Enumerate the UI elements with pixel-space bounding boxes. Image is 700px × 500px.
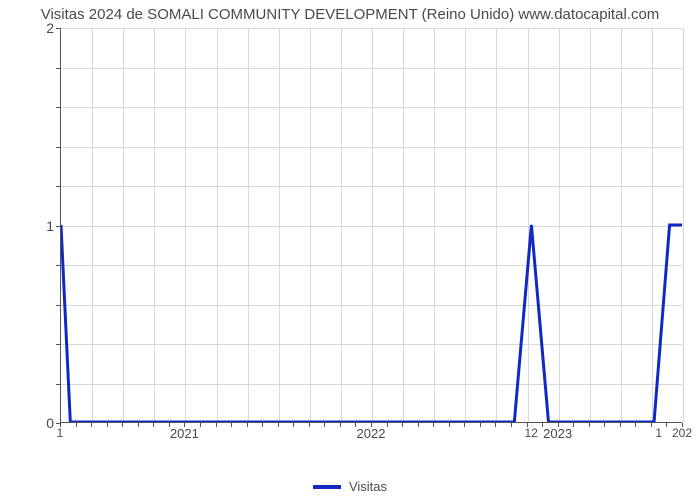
legend-swatch xyxy=(313,485,341,489)
x-extra-label: 12 xyxy=(524,426,537,440)
x-extra-label: 1 xyxy=(655,426,662,440)
x-year-label: 2021 xyxy=(170,426,199,441)
x-extra-label: 1 xyxy=(57,426,64,440)
plot-area xyxy=(60,28,682,423)
x-year-label: 2023 xyxy=(543,426,572,441)
x-year-label: 2022 xyxy=(357,426,386,441)
line-series xyxy=(61,28,682,422)
visits-chart: Visitas 2024 de SOMALI COMMUNITY DEVELOP… xyxy=(0,0,700,500)
x-extra-label: 202 xyxy=(672,426,692,440)
chart-title: Visitas 2024 de SOMALI COMMUNITY DEVELOP… xyxy=(0,6,700,23)
y-tick-0: 0 xyxy=(46,415,54,431)
legend-label: Visitas xyxy=(349,479,387,494)
y-tick-1: 1 xyxy=(46,218,54,234)
legend: Visitas xyxy=(0,479,700,494)
y-tick-2: 2 xyxy=(46,20,54,36)
